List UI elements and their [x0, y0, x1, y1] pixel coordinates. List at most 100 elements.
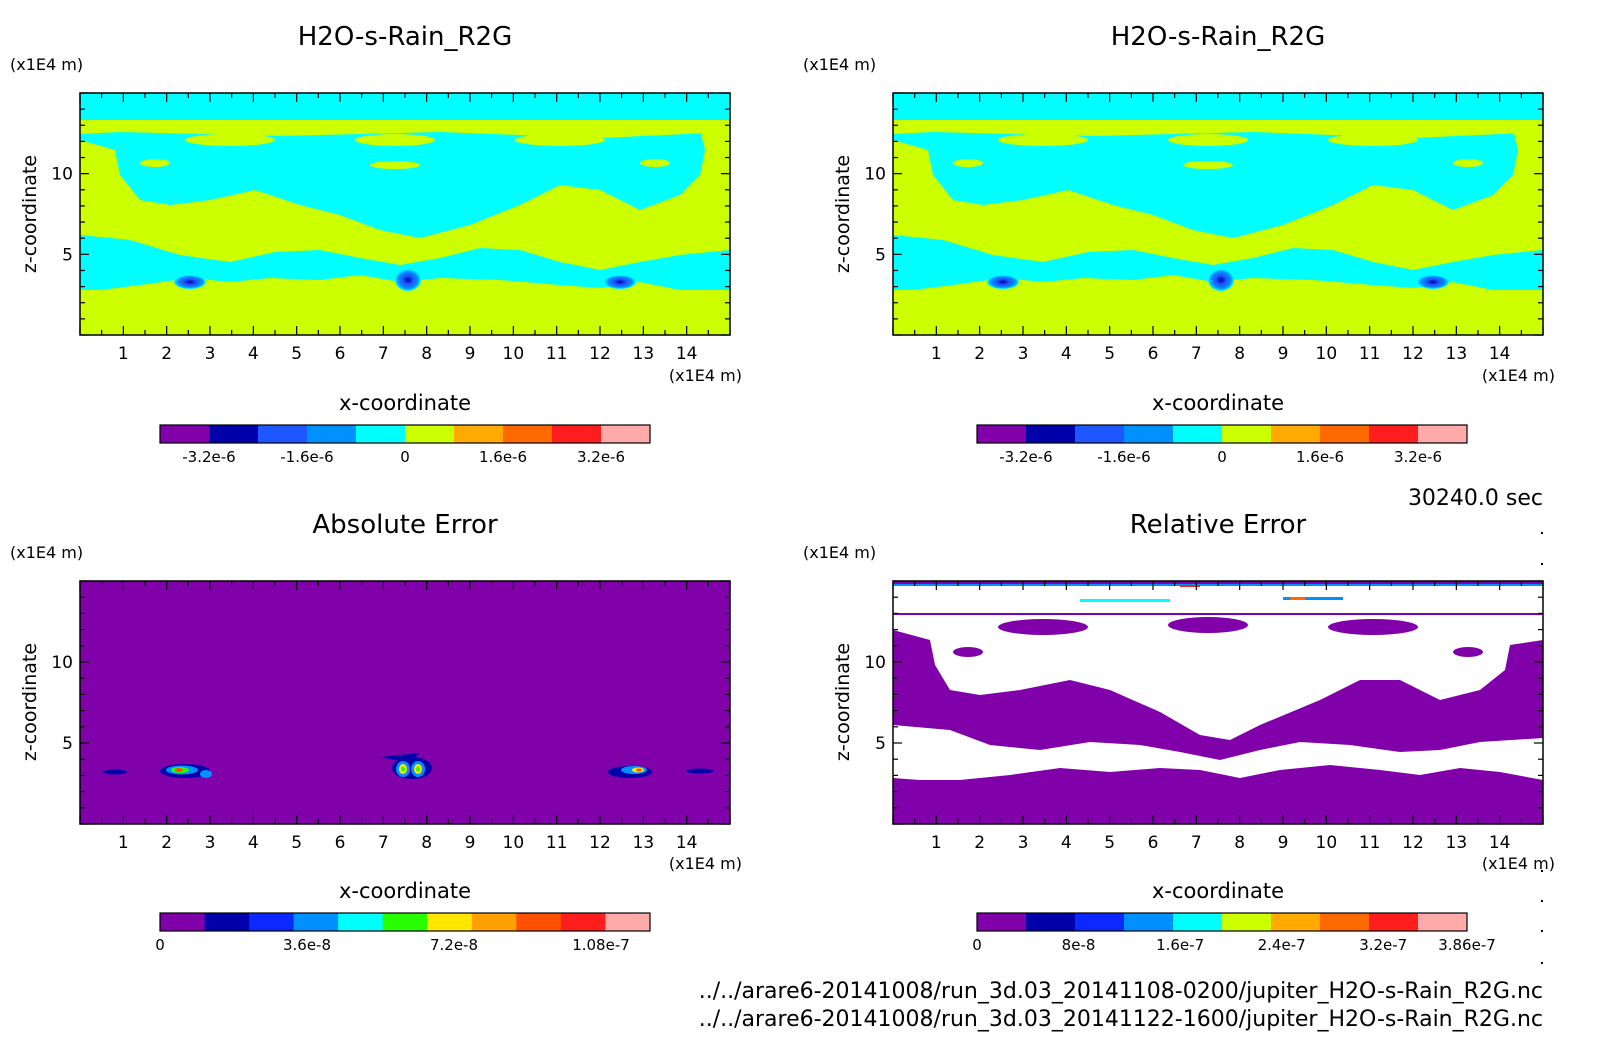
time-label: 30240.0 sec [1408, 486, 1543, 511]
panel-h2o-field-2: H2O-s-Rain_R2G (x1E4 m) 1 2 3 4 5 6 7 8 9 10 11 12 1… [803, 22, 1555, 466]
cyan-band-lower [80, 235, 730, 290]
colorbar-tick-label: 2.4e-7 [1258, 936, 1306, 954]
colorbar-tick-label: 8e-8 [1062, 936, 1096, 954]
colorbar-swatch [1124, 425, 1174, 443]
x-tick-label: 2 [161, 833, 172, 853]
x-ticks: 1 2 3 4 5 6 7 8 9 10 11 12 13 14 [892, 93, 1544, 364]
x-tick-label: 13 [1446, 833, 1468, 853]
top-speckle-2 [1283, 597, 1343, 600]
colorbar-swatch [1320, 913, 1370, 931]
colorbar-tick-label: -3.2e-6 [182, 448, 235, 466]
colorbar-swatch [258, 425, 308, 443]
rain-core-2 [1208, 269, 1234, 291]
colorbar-tick-label: 3.86e-7 [1438, 936, 1496, 954]
colorbar-swatch [338, 913, 384, 931]
x-tick-label: 11 [1359, 833, 1381, 853]
margin-dots [1541, 532, 1543, 964]
x-tick-label: 3 [1018, 833, 1029, 853]
purple-lens-2 [1168, 617, 1248, 633]
y-axis-label: z-coordinate [19, 155, 41, 273]
y-tick-label: 10 [51, 165, 73, 185]
x-tick-label: 3 [1018, 344, 1029, 364]
colorbar-tick-label: -3.2e-6 [999, 448, 1052, 466]
top-speckle-1 [1080, 599, 1170, 602]
colorbar-swatch [382, 913, 428, 931]
purple-lens-5 [1453, 647, 1483, 657]
chart-title: Relative Error [1130, 510, 1307, 540]
error-blob-3 [608, 766, 714, 778]
y-tick-label: 5 [62, 734, 73, 754]
x-tick-label: 8 [1234, 833, 1245, 853]
colorbar-swatch [405, 425, 455, 443]
colorbar-tick-label: 7.2e-8 [430, 936, 478, 954]
x-tick-label: 3 [205, 344, 216, 364]
y-tick-label: 10 [864, 653, 886, 673]
colorbar-swatch [503, 425, 553, 443]
x-tick-label: 14 [1489, 833, 1511, 853]
rain-core-1 [987, 275, 1019, 289]
colorbar-swatch [552, 425, 602, 443]
x-tick-label: 8 [421, 833, 432, 853]
colorbar-swatch [516, 913, 562, 931]
x-tick-label: 10 [503, 344, 525, 364]
x-tick-label: 11 [546, 344, 568, 364]
colorbar-swatch [1026, 913, 1076, 931]
x-tick-label: 12 [1402, 344, 1424, 364]
x-tick-label: 10 [1316, 344, 1338, 364]
colorbar: -3.2e-6 -1.6e-6 0 1.6e-6 3.2e-6 [976, 424, 1468, 466]
x-unit-label: (x1E4 m) [669, 854, 742, 873]
colorbar: -3.2e-6 -1.6e-6 0 1.6e-6 3.2e-6 [159, 424, 651, 466]
x-tick-label: 14 [676, 833, 698, 853]
x-tick-label: 9 [1278, 833, 1289, 853]
y-tick-label: 10 [864, 165, 886, 185]
panel-h2o-field-1: H2O-s-Rain_R2G (x1E4 m) 1 2 3 4 5 6 7 8 9 10 11 12 1… [10, 22, 742, 466]
colorbar: 0 8e-8 1.6e-7 2.4e-7 3.2e-7 3.86e-7 [972, 912, 1496, 954]
y-axis-label: z-coordinate [832, 155, 854, 273]
purple-lens-3 [1328, 619, 1418, 635]
colorbar-swatch [1271, 425, 1321, 443]
x-tick-label: 7 [378, 833, 389, 853]
colorbar-swatch [204, 913, 250, 931]
colorbar-swatch [1075, 425, 1125, 443]
colorbar-tick-label: 0 [1217, 448, 1227, 466]
chart-title: H2O-s-Rain_R2G [1111, 22, 1325, 52]
y-tick-label: 5 [875, 245, 886, 265]
x-tick-label: 5 [1104, 833, 1115, 853]
colorbar-swatch [1124, 913, 1174, 931]
x-tick-label: 13 [633, 833, 655, 853]
x-tick-label: 2 [161, 344, 172, 364]
rain-core-2 [395, 269, 421, 291]
x-ticks: 1 2 3 4 5 6 7 8 9 10 11 12 13 14 [79, 93, 731, 364]
file-path-2: ../../arare6-20141008/run_3d.03_20141122… [699, 1007, 1543, 1032]
colorbar-tick-label: 0 [972, 936, 982, 954]
chart-title: Absolute Error [312, 510, 498, 540]
colorbar-swatch [601, 425, 651, 443]
x-tick-label: 14 [676, 344, 698, 364]
lime-lens-1 [998, 134, 1088, 146]
panel-absolute-error: Absolute Error (x1E4 m) [10, 510, 742, 954]
lime-islands-top [893, 120, 1543, 138]
x-unit-label: (x1E4 m) [1482, 854, 1555, 873]
colorbar-frame [976, 912, 1468, 932]
purple-lens-4 [953, 647, 983, 657]
lime-lens-3 [515, 134, 605, 146]
colorbar-swatch [605, 913, 651, 931]
chart-title: H2O-s-Rain_R2G [298, 22, 512, 52]
colorbar-frame [976, 424, 1468, 444]
x-tick-label: 14 [1489, 344, 1511, 364]
colorbar-swatch [1418, 913, 1468, 931]
x-tick-label: 10 [1316, 833, 1338, 853]
x-axis-label: x-coordinate [339, 879, 471, 903]
error-blob-2 [380, 753, 432, 779]
lime-lens-5 [1453, 159, 1483, 167]
file-path-1: ../../arare6-20141008/run_3d.03_20141108… [699, 979, 1543, 1004]
x-tick-label: 4 [248, 344, 259, 364]
x-tick-label: 7 [1191, 344, 1202, 364]
colorbar-swatch [1075, 913, 1125, 931]
y-ticks: 5 10 [51, 580, 730, 825]
x-tick-label: 9 [465, 344, 476, 364]
colorbar-tick-label: -1.6e-6 [1097, 448, 1150, 466]
x-axis-label: x-coordinate [339, 391, 471, 415]
x-tick-label: 2 [974, 344, 985, 364]
